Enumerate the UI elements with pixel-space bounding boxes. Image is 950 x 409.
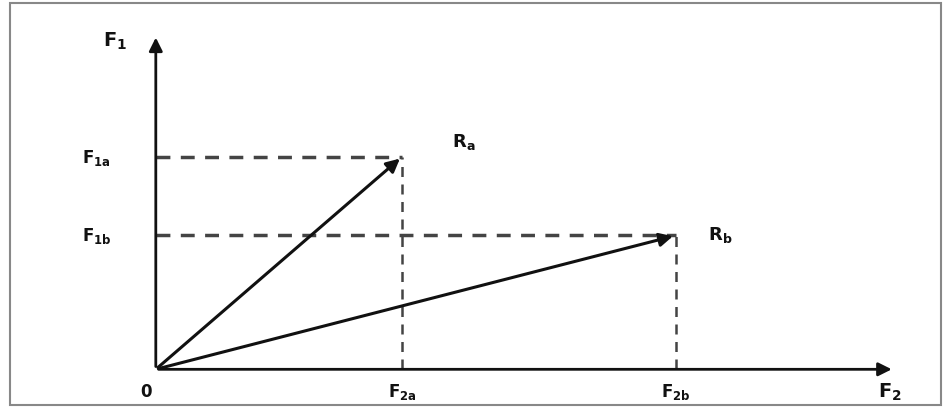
Text: $\mathbf{R_a}$: $\mathbf{R_a}$	[452, 132, 476, 152]
Text: $\mathbf{0}$: $\mathbf{0}$	[141, 382, 153, 400]
Text: $\mathbf{F_{2b}}$: $\mathbf{F_{2b}}$	[661, 381, 691, 401]
Text: $\mathbf{F_{1b}}$: $\mathbf{F_{1b}}$	[82, 226, 111, 246]
Text: $\mathbf{F_1}$: $\mathbf{F_1}$	[103, 31, 127, 52]
Text: $\mathbf{F_{2a}}$: $\mathbf{F_{2a}}$	[388, 381, 416, 401]
Text: $\mathbf{R_b}$: $\mathbf{R_b}$	[708, 224, 732, 244]
Text: $\mathbf{F_{1a}}$: $\mathbf{F_{1a}}$	[83, 147, 111, 167]
Text: $\mathbf{F_2}$: $\mathbf{F_2}$	[878, 380, 902, 402]
